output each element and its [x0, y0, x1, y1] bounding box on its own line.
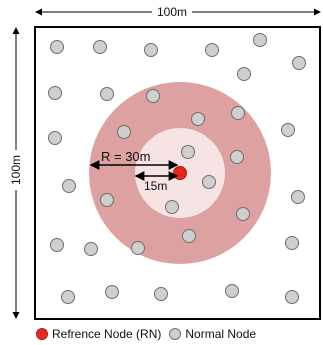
normal-node — [165, 200, 179, 214]
normal-node — [93, 40, 107, 54]
normal-node — [182, 229, 196, 243]
height-label: 100m — [9, 155, 23, 185]
outer-radius-label: R = 30m — [101, 149, 151, 164]
width-label: 100m — [157, 5, 187, 19]
normal-node-legend-label: Normal Node — [185, 327, 257, 341]
normal-node — [48, 86, 62, 100]
normal-node — [230, 150, 244, 164]
normal-node — [146, 89, 160, 103]
normal-node — [237, 67, 251, 81]
normal-node — [285, 236, 299, 250]
normal-node — [154, 287, 168, 301]
normal-node-legend-icon — [169, 328, 182, 340]
normal-node — [100, 193, 114, 207]
normal-node — [61, 290, 75, 304]
reference-node — [173, 166, 187, 180]
normal-node — [225, 284, 239, 298]
reference-node-legend-icon — [36, 328, 48, 340]
field-border — [34, 26, 321, 320]
normal-node — [281, 123, 295, 137]
normal-node — [48, 131, 62, 145]
normal-node — [50, 238, 64, 252]
reference-node-legend-label: Refrence Node (RN) — [52, 327, 162, 341]
normal-node — [100, 87, 114, 101]
normal-node — [191, 112, 205, 126]
normal-node — [253, 33, 267, 47]
normal-node — [181, 145, 195, 159]
normal-node — [285, 290, 299, 304]
normal-nodes — [48, 33, 306, 304]
normal-node — [202, 175, 216, 189]
normal-node — [144, 43, 158, 57]
normal-node — [50, 40, 64, 54]
legend: Refrence Node (RN) Normal Node — [36, 325, 256, 343]
inner-radius-label: 15m — [144, 179, 167, 193]
normal-node — [117, 125, 131, 139]
normal-node — [131, 241, 145, 255]
normal-node — [236, 207, 250, 221]
normal-node — [84, 242, 98, 256]
normal-node — [205, 43, 219, 57]
normal-node — [292, 56, 306, 70]
normal-node — [231, 106, 245, 120]
normal-node — [105, 285, 119, 299]
normal-node — [291, 190, 305, 204]
normal-node — [62, 179, 76, 193]
